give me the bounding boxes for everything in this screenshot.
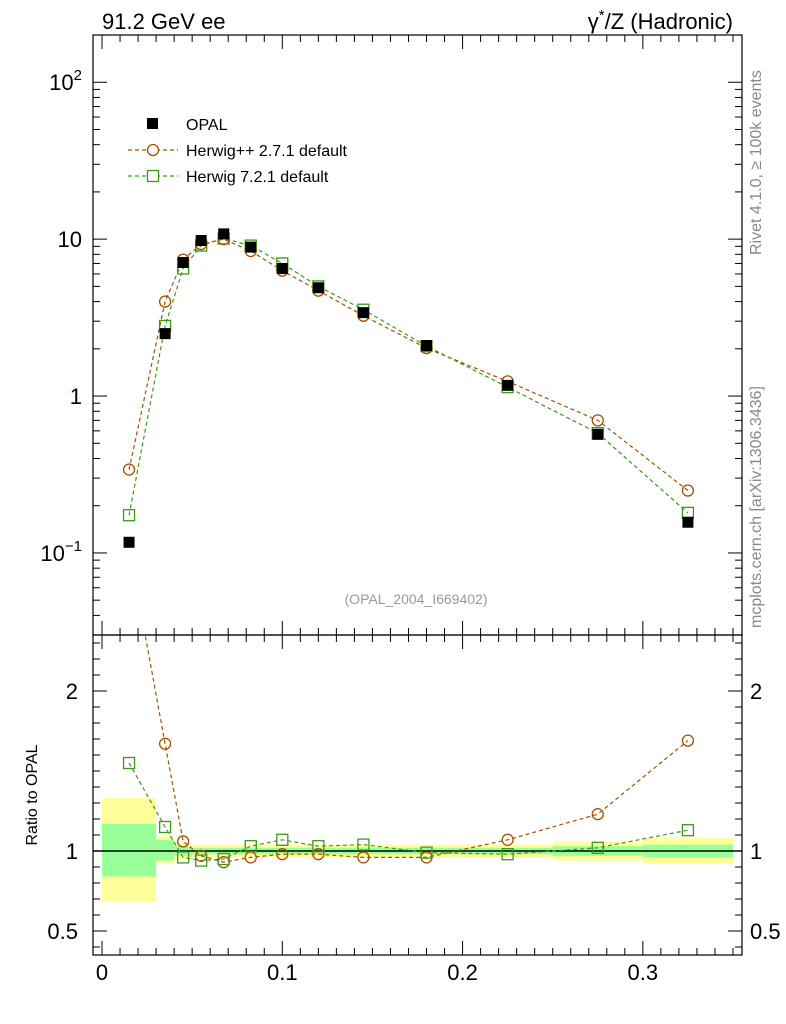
ratio-point-s1-5 bbox=[244, 840, 257, 853]
data-point-s0-3 bbox=[195, 235, 207, 247]
ratio-y-tick-label-right: 0.5 bbox=[750, 919, 781, 944]
header-right-label: γ*/Z (Hadronic) bbox=[588, 7, 733, 34]
x-tick-label: 0.1 bbox=[267, 960, 298, 985]
ratio-y-tick-label-right: 1 bbox=[750, 839, 762, 864]
x-tick-label: 0 bbox=[96, 960, 108, 985]
data-point-s1-1 bbox=[158, 295, 172, 308]
series-line-2 bbox=[128, 237, 689, 516]
ratio-line-0 bbox=[144, 635, 689, 863]
data-point-s0-10 bbox=[502, 379, 514, 391]
ratio-point-s1-10 bbox=[501, 848, 514, 861]
data-point-s0-0 bbox=[123, 536, 135, 548]
ratio-y-tick-label-right: 2 bbox=[750, 679, 762, 704]
main-axis-ticks: 10−1 1 10 102 bbox=[40, 34, 742, 636]
data-point-s0-5 bbox=[245, 241, 257, 253]
mcplots-label: mcplots.cern.ch [arXiv:1306.3436] bbox=[748, 386, 765, 628]
legend-herwigpp-label: Herwig++ 2.7.1 default bbox=[186, 143, 348, 160]
ratio-point-s0-7 bbox=[312, 848, 325, 861]
ratio-point-s0-12 bbox=[681, 734, 695, 747]
main-plot-panel: 10−1 1 10 102 (OPAL_2004_I669402) OPAL Herw… bbox=[40, 34, 743, 636]
ratio-point-s1-9 bbox=[420, 846, 433, 859]
data-point-s0-1 bbox=[159, 328, 171, 340]
legend-herwig7-marker bbox=[146, 169, 160, 183]
legend-herwigpp-marker bbox=[146, 143, 160, 157]
header-left-label: 91.2 GeV ee bbox=[102, 9, 226, 34]
x-tick-label: 0.2 bbox=[447, 960, 478, 985]
y-tick-label: 10−1 bbox=[40, 538, 82, 566]
ratio-point-s1-3 bbox=[195, 854, 208, 867]
data-point-s1-0 bbox=[122, 463, 136, 476]
ratio-y-tick-label-left: 1 bbox=[66, 839, 78, 864]
analysis-id-label: (OPAL_2004_I669402) bbox=[345, 591, 488, 607]
header-gamma: γ bbox=[588, 9, 599, 34]
y-tick-label: 1 bbox=[70, 384, 82, 409]
ratio-ylabel: Ratio to OPAL bbox=[24, 744, 41, 845]
ratio-point-s1-0 bbox=[122, 756, 136, 770]
main-data-layer bbox=[122, 228, 695, 548]
header-star: * bbox=[599, 7, 605, 24]
data-point-s0-4 bbox=[218, 228, 230, 240]
legend-opal-marker bbox=[147, 118, 158, 129]
uncertainty-band-inner-0 bbox=[102, 823, 157, 877]
ratio-point-s0-10 bbox=[501, 833, 514, 846]
rivet-version-label: Rivet 4.1.0, ≥ 100k events bbox=[748, 70, 765, 255]
ratio-point-s1-6 bbox=[276, 833, 289, 846]
ratio-y-tick-label-left: 0.5 bbox=[47, 919, 78, 944]
data-point-s0-9 bbox=[421, 339, 433, 351]
ratio-data-layer bbox=[93, 635, 742, 903]
ratio-axis-ticks: 0.5 0.5 1 1 2 2 0 0.1 0.2 0.3 bbox=[47, 635, 781, 985]
ratio-point-s0-6 bbox=[276, 848, 289, 861]
data-point-s0-12 bbox=[682, 516, 694, 528]
ratio-point-s1-7 bbox=[312, 840, 325, 853]
ratio-line-1 bbox=[128, 762, 689, 862]
data-point-s0-2 bbox=[177, 256, 189, 268]
x-tick-label: 0.3 bbox=[628, 960, 659, 985]
ratio-plot-panel: 0.5 0.5 1 1 2 2 0 0.1 0.2 0.3 bbox=[47, 634, 781, 985]
y-tick-label: 10 bbox=[58, 227, 82, 252]
ratio-point-s1-1 bbox=[158, 820, 172, 834]
data-point-s2-0 bbox=[122, 509, 136, 522]
uncertainty-band-inner-1 bbox=[156, 839, 175, 861]
legend-opal-label: OPAL bbox=[186, 117, 228, 134]
ratio-point-s1-4 bbox=[217, 852, 230, 866]
ratio-frame bbox=[92, 634, 743, 956]
ratio-point-s1-12 bbox=[681, 824, 695, 837]
ratio-point-s1-2 bbox=[176, 851, 190, 864]
ratio-point-s0-1 bbox=[158, 737, 172, 750]
data-point-s1-11 bbox=[591, 414, 604, 427]
y-tick-label: 102 bbox=[49, 67, 82, 95]
series-line-1 bbox=[128, 238, 689, 491]
data-point-s0-7 bbox=[312, 282, 324, 294]
ratio-point-s1-11 bbox=[591, 841, 604, 854]
legend: OPAL Herwig++ 2.7.1 default Herwig 7.2.1… bbox=[128, 117, 348, 186]
data-point-s1-12 bbox=[681, 484, 695, 497]
data-point-s0-11 bbox=[592, 428, 604, 440]
data-point-s0-6 bbox=[276, 262, 288, 274]
header-rest: /Z (Hadronic) bbox=[605, 9, 733, 34]
ratio-point-s0-8 bbox=[357, 851, 370, 864]
ratio-y-tick-label-left: 2 bbox=[66, 679, 78, 704]
data-point-s0-8 bbox=[357, 307, 369, 319]
ratio-point-s1-8 bbox=[357, 838, 370, 851]
ratio-point-s0-2 bbox=[176, 835, 190, 848]
ratio-point-s0-11 bbox=[591, 808, 604, 821]
legend-herwig7-label: Herwig 7.2.1 default bbox=[186, 169, 329, 186]
